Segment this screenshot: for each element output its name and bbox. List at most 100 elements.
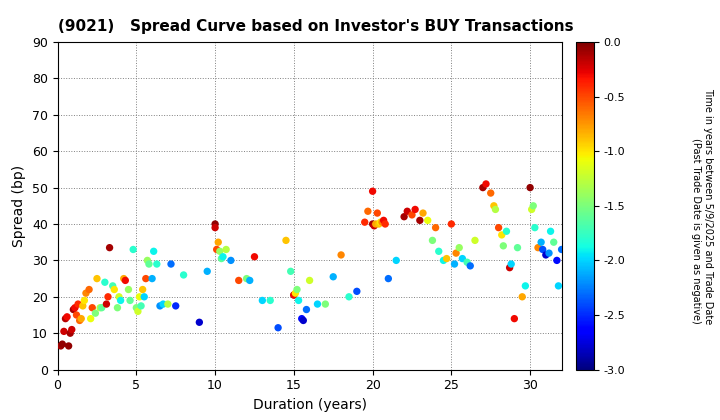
Text: Time in years between 5/9/2025 and Trade Date
(Past Trade Date is given as negat: Time in years between 5/9/2025 and Trade…	[691, 88, 713, 324]
Point	[492, 224, 504, 231]
Point	[370, 220, 382, 227]
Point	[113, 294, 125, 300]
Point	[469, 237, 481, 244]
Text: (9021)   Spread Curve based on Investor's BUY Transactions: (9021) Spread Curve based on Investor's …	[58, 19, 573, 34]
Point	[120, 277, 131, 284]
Point	[304, 277, 315, 284]
Point	[162, 301, 174, 307]
Point	[248, 253, 260, 260]
Point	[446, 220, 457, 227]
Point	[134, 294, 145, 300]
Point	[545, 228, 557, 235]
Point	[99, 279, 111, 286]
Point	[94, 304, 106, 311]
Point	[398, 213, 410, 220]
Point	[417, 210, 428, 216]
Point	[379, 220, 391, 227]
Point	[366, 220, 379, 227]
Point	[78, 297, 90, 304]
Point	[520, 283, 531, 289]
Point	[89, 310, 101, 317]
Point	[343, 294, 355, 300]
Point	[140, 275, 151, 282]
Point	[76, 315, 87, 322]
Point	[154, 302, 166, 309]
Point	[289, 290, 301, 297]
Point	[77, 302, 89, 309]
Point	[210, 224, 221, 231]
Point	[328, 273, 339, 280]
Point	[60, 315, 71, 322]
Point	[488, 202, 500, 209]
Point	[551, 257, 562, 264]
Point	[312, 301, 323, 307]
Point	[410, 206, 421, 213]
Point	[96, 304, 107, 311]
Point	[505, 261, 517, 268]
Point	[214, 248, 225, 255]
Point	[68, 306, 79, 313]
Point	[485, 190, 497, 197]
Point	[377, 219, 388, 226]
Point	[194, 319, 205, 326]
Point	[272, 324, 284, 331]
Point	[158, 301, 169, 307]
Point	[57, 341, 68, 347]
Point	[66, 326, 78, 333]
Point	[529, 224, 541, 231]
Point	[170, 302, 181, 309]
Point	[464, 262, 476, 269]
Point	[225, 257, 237, 264]
Point	[280, 237, 292, 244]
Point	[132, 308, 144, 315]
Point	[285, 268, 297, 275]
Point	[122, 286, 134, 293]
Point	[508, 315, 520, 322]
Point	[210, 220, 221, 227]
Point	[540, 252, 552, 258]
Point	[165, 261, 176, 268]
Point	[107, 283, 119, 289]
Point	[69, 304, 81, 311]
Point	[438, 257, 449, 264]
Point	[71, 312, 82, 318]
Point	[427, 237, 438, 244]
Point	[233, 277, 245, 284]
Point	[72, 301, 84, 307]
X-axis label: Duration (years): Duration (years)	[253, 398, 366, 412]
Point	[372, 210, 383, 216]
Point	[202, 268, 213, 275]
Point	[102, 294, 114, 300]
Point	[532, 244, 544, 251]
Point	[61, 313, 73, 320]
Point	[382, 275, 394, 282]
Point	[378, 217, 390, 224]
Point	[296, 315, 307, 322]
Point	[433, 248, 444, 255]
Point	[537, 246, 549, 253]
Point	[130, 304, 142, 311]
Point	[450, 250, 462, 257]
Point	[553, 283, 564, 289]
Point	[500, 228, 512, 235]
Point	[217, 253, 229, 260]
Point	[336, 252, 347, 258]
Point	[291, 286, 302, 293]
Point	[127, 246, 139, 253]
Y-axis label: Spread (bp): Spread (bp)	[12, 165, 27, 247]
Point	[256, 297, 268, 304]
Point	[125, 297, 136, 304]
Point	[212, 239, 224, 246]
Point	[366, 188, 379, 194]
Point	[104, 244, 115, 251]
Point	[178, 272, 189, 278]
Point	[288, 291, 300, 298]
Point	[55, 343, 66, 349]
Point	[369, 223, 380, 229]
Point	[462, 259, 473, 265]
Point	[528, 202, 539, 209]
Point	[288, 291, 300, 298]
Point	[449, 261, 460, 268]
Point	[351, 288, 363, 295]
Point	[480, 181, 492, 187]
